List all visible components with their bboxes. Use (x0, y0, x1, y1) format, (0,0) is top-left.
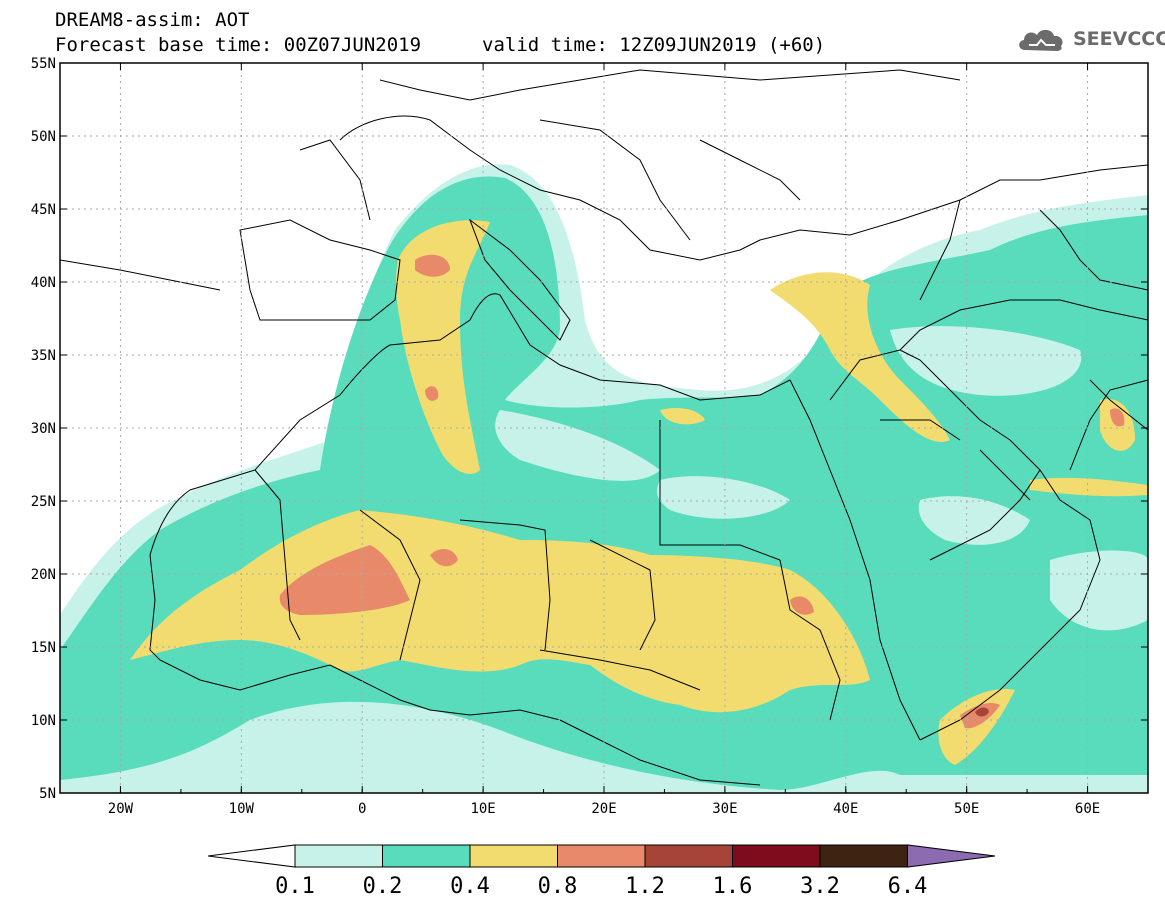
logo-text: SEEVCCC (1073, 28, 1165, 50)
colorbar-segment (469, 844, 558, 868)
lon-label: 0 (358, 801, 366, 817)
lat-label: 40N (31, 275, 56, 291)
colorbar: 0.1 0.2 0.4 0.8 1.2 1.6 3.2 6.4 (207, 844, 996, 899)
colorbar-label: 0.8 (538, 874, 578, 899)
country-borders (60, 69, 1148, 786)
lon-label: 40E (833, 801, 858, 817)
colorbar-label: 1.6 (713, 874, 753, 899)
lon-label: 20W (108, 801, 134, 817)
colorbar-label: 6.4 (888, 874, 928, 899)
colorbar-segment (819, 844, 908, 868)
lon-label: 30E (712, 801, 737, 817)
colorbar-segment (732, 844, 821, 868)
lon-label: 10E (470, 801, 495, 817)
aot-band-0.8-1.2 (279, 254, 1125, 729)
colorbar-under-triangle (207, 844, 296, 868)
lat-label: 25N (31, 494, 56, 510)
lon-label: 20E (591, 801, 616, 817)
forecast-base-time: Forecast base time: 00Z07JUN2019 (55, 34, 422, 56)
lon-label: 50E (954, 801, 979, 817)
longitude-axis: 20W 10W 0 10E 20E 30E 40E 50E 60E (59, 63, 1149, 817)
valid-time: valid time: 12Z09JUN2019 (+60) (482, 34, 826, 56)
lon-label: 10W (229, 801, 255, 817)
graticule (60, 63, 1148, 793)
lat-label: 30N (31, 421, 56, 437)
aot-band-1.2-1.6 (975, 707, 989, 717)
cloud-icon (1019, 29, 1063, 51)
seevccc-logo: SEEVCCC (1015, 24, 1165, 56)
lat-label: 50N (31, 129, 56, 145)
lat-label: 15N (31, 640, 56, 656)
lat-label: 55N (31, 56, 56, 72)
colorbar-label: 3.2 (800, 874, 840, 899)
colorbar-segment (557, 844, 646, 868)
colorbar-segment (644, 844, 733, 868)
colorbar-segment (294, 844, 383, 868)
colorbar-over-triangle (907, 844, 996, 868)
lon-label: 60E (1075, 801, 1100, 817)
colorbar-segment (382, 844, 471, 868)
colorbar-label: 1.2 (625, 874, 665, 899)
latitude-axis: 55N 50N 45N 40N 35N 30N 25N 20N 15N 10N 5N (31, 56, 1148, 802)
colorbar-label: 0.2 (363, 874, 403, 899)
lat-label: 5N (39, 786, 56, 802)
lat-label: 20N (31, 567, 56, 583)
map-title: DREAM8-assim: AOT (55, 9, 250, 31)
colorbar-label: 0.1 (275, 874, 315, 899)
lat-label: 45N (31, 202, 56, 218)
colorbar-label: 0.4 (450, 874, 490, 899)
lat-label: 10N (31, 713, 56, 729)
lat-label: 35N (31, 348, 56, 364)
